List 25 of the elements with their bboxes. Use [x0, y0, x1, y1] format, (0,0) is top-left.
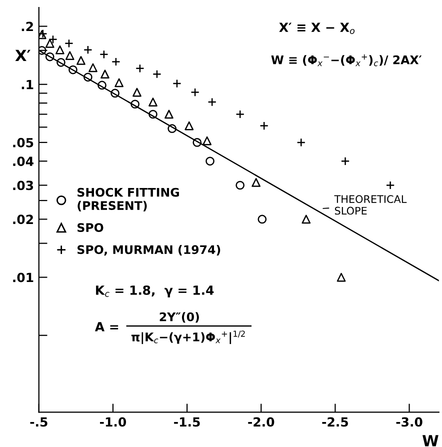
- y-axis-title: X′: [15, 50, 30, 62]
- x-tick-label: -1.0: [100, 417, 126, 427]
- y-tick-label: .02: [13, 214, 33, 224]
- annotation: A =: [94, 322, 118, 332]
- annotation: π|K$_{c}$−(γ+1)Φ$_{x}$$^{+}$|$^{1/2}$: [131, 330, 245, 344]
- annotation: THEORETICAL SLOPE: [334, 195, 407, 215]
- annotation: 2Y″(0): [160, 312, 199, 323]
- y-tick-label: .05: [13, 138, 34, 148]
- y-tick-label: .04: [13, 156, 34, 166]
- y-tick-label: .2: [22, 22, 33, 32]
- x-tick-label: -3.0: [396, 417, 422, 427]
- x-tick-label: -.5: [30, 417, 48, 427]
- y-tick-label: .01: [13, 272, 34, 282]
- legend-label: SPO: [78, 223, 104, 232]
- x-tick-label: -1.5: [174, 417, 200, 427]
- annotation: K$_{c}$ = 1.8, γ = 1.4: [96, 285, 214, 298]
- annotation: X′ ≡ X − X$_{o}$: [279, 22, 355, 34]
- text: W ≡ (Φ$_{x}$$^{−}$−(Φ$_{x}$$^{+}$)$_{c}$)/ 2AX′: [271, 54, 422, 66]
- legend-label: SPO, MURMAN (1974): [78, 244, 220, 256]
- y-tick-label: .1: [22, 80, 34, 90]
- x-tick-label: -2.0: [248, 417, 274, 427]
- legend-label: SHOCK FITTING (PRESENT): [78, 188, 179, 212]
- y-tick-label: .03: [13, 180, 34, 190]
- x-tick-label: -2.5: [322, 417, 348, 427]
- x-axis-title: W: [422, 435, 438, 446]
